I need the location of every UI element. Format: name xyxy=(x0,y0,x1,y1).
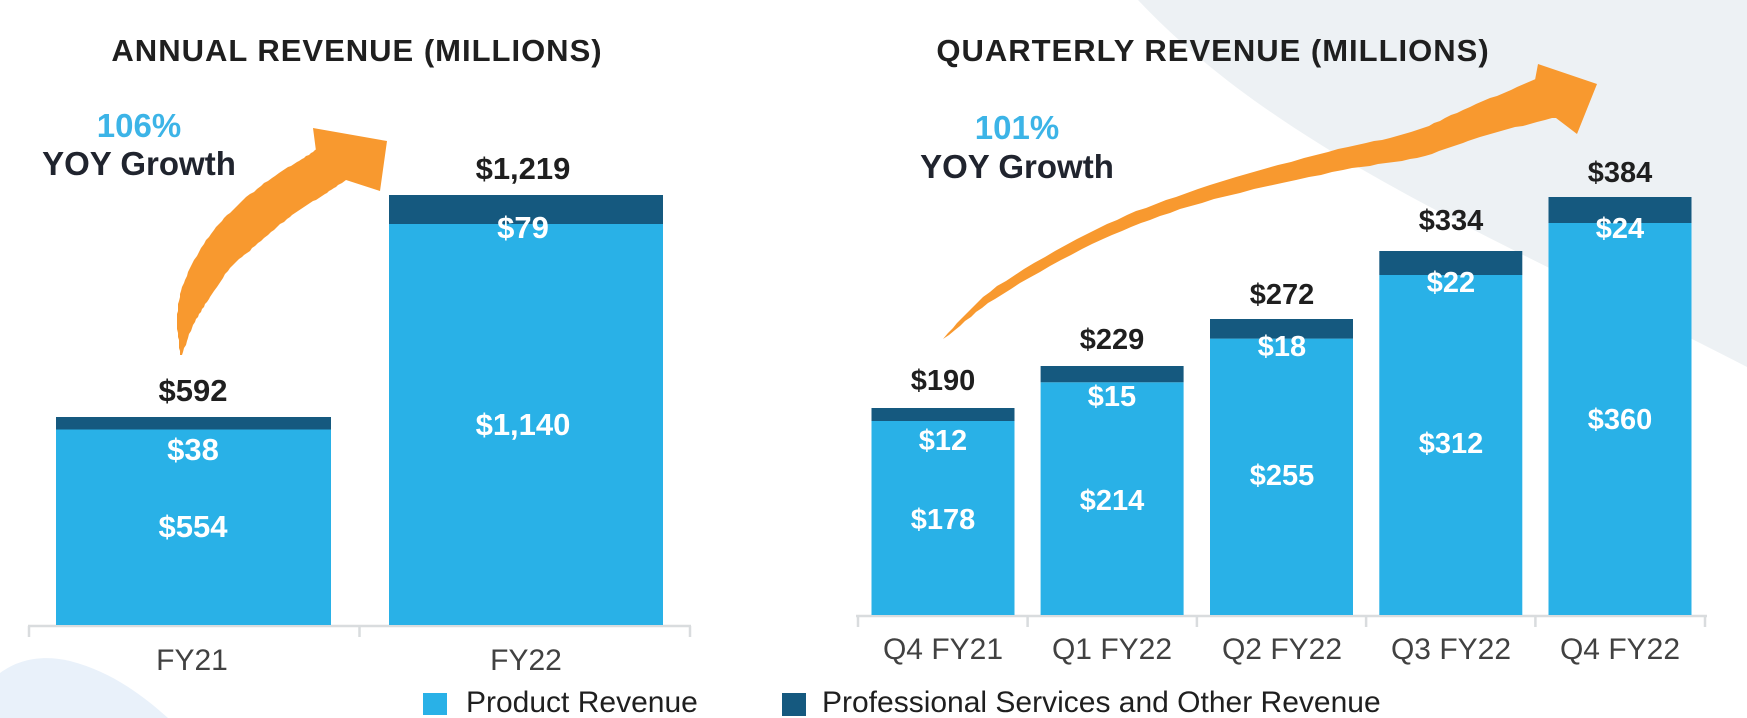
svg-text:$554: $554 xyxy=(159,509,229,544)
svg-text:$255: $255 xyxy=(1250,460,1315,492)
svg-text:$22: $22 xyxy=(1427,267,1475,299)
svg-text:Q3 FY22: Q3 FY22 xyxy=(1391,633,1511,666)
svg-text:$312: $312 xyxy=(1419,428,1484,460)
svg-text:Q1 FY22: Q1 FY22 xyxy=(1052,633,1172,666)
svg-text:FY21: FY21 xyxy=(156,644,228,677)
svg-text:$1,219: $1,219 xyxy=(476,151,571,186)
svg-text:106%: 106% xyxy=(97,107,181,144)
svg-text:$178: $178 xyxy=(911,504,976,536)
svg-text:ANNUAL REVENUE (MILLIONS): ANNUAL REVENUE (MILLIONS) xyxy=(111,33,602,68)
svg-text:$229: $229 xyxy=(1080,324,1145,356)
svg-text:$592: $592 xyxy=(159,373,228,408)
svg-text:$24: $24 xyxy=(1596,213,1644,245)
svg-text:FY22: FY22 xyxy=(490,644,562,677)
svg-text:Q2 FY22: Q2 FY22 xyxy=(1222,633,1342,666)
svg-text:$12: $12 xyxy=(919,425,967,457)
svg-text:$190: $190 xyxy=(911,365,976,397)
svg-text:Q4 FY21: Q4 FY21 xyxy=(883,633,1003,666)
svg-text:101%: 101% xyxy=(975,109,1059,146)
svg-text:$15: $15 xyxy=(1088,381,1136,413)
svg-text:$214: $214 xyxy=(1080,485,1145,517)
svg-text:YOY Growth: YOY Growth xyxy=(42,145,236,182)
svg-text:QUARTERLY REVENUE (MILLIONS): QUARTERLY REVENUE (MILLIONS) xyxy=(936,33,1489,68)
svg-text:$18: $18 xyxy=(1258,331,1306,363)
svg-text:Q4 FY22: Q4 FY22 xyxy=(1560,633,1680,666)
svg-text:$384: $384 xyxy=(1588,157,1653,189)
svg-text:$1,140: $1,140 xyxy=(476,407,571,442)
svg-text:$334: $334 xyxy=(1419,205,1484,237)
svg-text:YOY Growth: YOY Growth xyxy=(920,148,1114,185)
svg-text:$79: $79 xyxy=(497,210,549,245)
svg-text:$360: $360 xyxy=(1588,404,1653,436)
svg-text:Professional Services and Othe: Professional Services and Other Revenue xyxy=(822,686,1381,718)
svg-text:$272: $272 xyxy=(1250,279,1315,311)
svg-text:Product Revenue: Product Revenue xyxy=(466,686,698,718)
svg-text:$38: $38 xyxy=(167,432,219,467)
